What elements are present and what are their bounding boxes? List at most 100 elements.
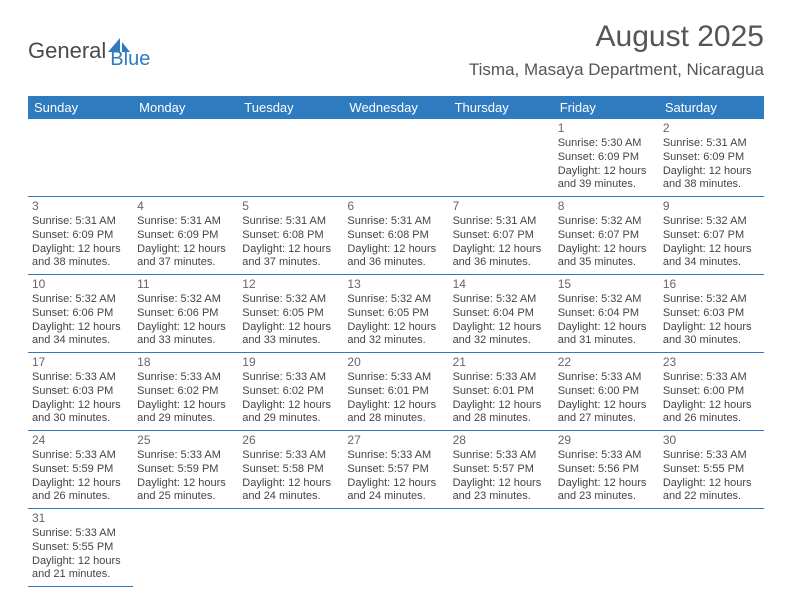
cell-line: Daylight: 12 hours (558, 477, 655, 491)
cell-line: and 33 minutes. (137, 334, 234, 348)
month-title: August 2025 (469, 20, 764, 54)
cell-line: Daylight: 12 hours (453, 399, 550, 413)
cell-line: Sunrise: 5:32 AM (558, 293, 655, 307)
day-number: 13 (347, 277, 444, 292)
cell-line: and 29 minutes. (242, 412, 339, 426)
calendar-cell: 5Sunrise: 5:31 AMSunset: 6:08 PMDaylight… (238, 197, 343, 275)
day-header: Tuesday (238, 96, 343, 119)
cell-line: Sunset: 6:07 PM (663, 229, 760, 243)
cell-line: Sunrise: 5:30 AM (558, 137, 655, 151)
cell-line: and 33 minutes. (242, 334, 339, 348)
day-number: 24 (32, 433, 129, 448)
cell-line: Sunset: 6:05 PM (347, 307, 444, 321)
cell-line: Sunset: 6:00 PM (663, 385, 760, 399)
day-number: 17 (32, 355, 129, 370)
calendar-week: 24Sunrise: 5:33 AMSunset: 5:59 PMDayligh… (28, 431, 764, 509)
calendar-body: 1Sunrise: 5:30 AMSunset: 6:09 PMDaylight… (28, 119, 764, 587)
cell-line: and 29 minutes. (137, 412, 234, 426)
cell-line: and 37 minutes. (137, 256, 234, 270)
cell-line: Sunrise: 5:33 AM (32, 371, 129, 385)
cell-line: Daylight: 12 hours (137, 477, 234, 491)
cell-line: and 32 minutes. (347, 334, 444, 348)
calendar-week: 31Sunrise: 5:33 AMSunset: 5:55 PMDayligh… (28, 509, 764, 587)
cell-line: and 22 minutes. (663, 490, 760, 504)
cell-line: Sunrise: 5:33 AM (242, 371, 339, 385)
cell-line: Sunset: 6:09 PM (558, 151, 655, 165)
header: General Blue August 2025 Tisma, Masaya D… (0, 0, 792, 88)
calendar-cell: 28Sunrise: 5:33 AMSunset: 5:57 PMDayligh… (449, 431, 554, 509)
cell-line: Sunset: 6:01 PM (453, 385, 550, 399)
cell-line: Daylight: 12 hours (242, 243, 339, 257)
cell-line: Sunrise: 5:33 AM (453, 371, 550, 385)
cell-line: Sunrise: 5:33 AM (558, 449, 655, 463)
cell-line: Daylight: 12 hours (32, 477, 129, 491)
calendar-cell (343, 119, 448, 197)
cell-line: Sunrise: 5:33 AM (32, 527, 129, 541)
cell-line: Sunset: 5:55 PM (32, 541, 129, 555)
brand-logo: General Blue (28, 30, 150, 71)
calendar-week: 3Sunrise: 5:31 AMSunset: 6:09 PMDaylight… (28, 197, 764, 275)
day-number: 31 (32, 511, 129, 526)
cell-line: Sunset: 6:07 PM (558, 229, 655, 243)
calendar-cell: 23Sunrise: 5:33 AMSunset: 6:00 PMDayligh… (659, 353, 764, 431)
day-number: 12 (242, 277, 339, 292)
cell-line: Sunrise: 5:33 AM (663, 371, 760, 385)
cell-line: Daylight: 12 hours (663, 399, 760, 413)
cell-line: Daylight: 12 hours (32, 321, 129, 335)
day-number: 10 (32, 277, 129, 292)
cell-line: and 28 minutes. (453, 412, 550, 426)
calendar-cell (238, 119, 343, 197)
cell-line: Daylight: 12 hours (137, 243, 234, 257)
cell-line: Sunrise: 5:32 AM (242, 293, 339, 307)
cell-line: Sunrise: 5:33 AM (347, 371, 444, 385)
cell-line: and 38 minutes. (663, 178, 760, 192)
cell-line: Sunset: 6:08 PM (347, 229, 444, 243)
cell-line: Sunset: 5:55 PM (663, 463, 760, 477)
location-line: Tisma, Masaya Department, Nicaragua (469, 60, 764, 80)
cell-line: Daylight: 12 hours (242, 321, 339, 335)
cell-line: Daylight: 12 hours (347, 243, 444, 257)
calendar-cell (343, 509, 448, 587)
day-header: Saturday (659, 96, 764, 119)
sail-icon (106, 36, 132, 54)
cell-line: and 26 minutes. (32, 490, 129, 504)
cell-line: Sunset: 6:03 PM (663, 307, 760, 321)
day-header-row: SundayMondayTuesdayWednesdayThursdayFrid… (28, 96, 764, 119)
calendar-cell: 24Sunrise: 5:33 AMSunset: 5:59 PMDayligh… (28, 431, 133, 509)
calendar-cell (133, 509, 238, 587)
day-header: Wednesday (343, 96, 448, 119)
day-number: 25 (137, 433, 234, 448)
calendar-cell (133, 119, 238, 197)
cell-line: Daylight: 12 hours (347, 321, 444, 335)
calendar-cell: 31Sunrise: 5:33 AMSunset: 5:55 PMDayligh… (28, 509, 133, 587)
cell-line: and 32 minutes. (453, 334, 550, 348)
cell-line: Daylight: 12 hours (347, 399, 444, 413)
cell-line: and 24 minutes. (347, 490, 444, 504)
day-number: 27 (347, 433, 444, 448)
calendar-cell (449, 119, 554, 197)
cell-line: Daylight: 12 hours (663, 477, 760, 491)
cell-line: Sunrise: 5:31 AM (663, 137, 760, 151)
calendar-cell: 16Sunrise: 5:32 AMSunset: 6:03 PMDayligh… (659, 275, 764, 353)
calendar-table: SundayMondayTuesdayWednesdayThursdayFrid… (28, 96, 764, 587)
cell-line: Sunset: 6:06 PM (32, 307, 129, 321)
cell-line: Sunrise: 5:31 AM (453, 215, 550, 229)
cell-line: Daylight: 12 hours (663, 243, 760, 257)
calendar-week: 10Sunrise: 5:32 AMSunset: 6:06 PMDayligh… (28, 275, 764, 353)
day-header: Sunday (28, 96, 133, 119)
cell-line: Sunset: 6:02 PM (242, 385, 339, 399)
day-number: 23 (663, 355, 760, 370)
day-number: 7 (453, 199, 550, 214)
title-block: August 2025 Tisma, Masaya Department, Ni… (469, 20, 764, 80)
cell-line: Sunrise: 5:32 AM (137, 293, 234, 307)
cell-line: and 39 minutes. (558, 178, 655, 192)
day-number: 15 (558, 277, 655, 292)
cell-line: Sunset: 6:05 PM (242, 307, 339, 321)
cell-line: and 24 minutes. (242, 490, 339, 504)
cell-line: Sunset: 6:04 PM (453, 307, 550, 321)
calendar-cell: 25Sunrise: 5:33 AMSunset: 5:59 PMDayligh… (133, 431, 238, 509)
cell-line: Sunrise: 5:33 AM (663, 449, 760, 463)
cell-line: Sunset: 6:04 PM (558, 307, 655, 321)
calendar-cell: 15Sunrise: 5:32 AMSunset: 6:04 PMDayligh… (554, 275, 659, 353)
day-number: 4 (137, 199, 234, 214)
